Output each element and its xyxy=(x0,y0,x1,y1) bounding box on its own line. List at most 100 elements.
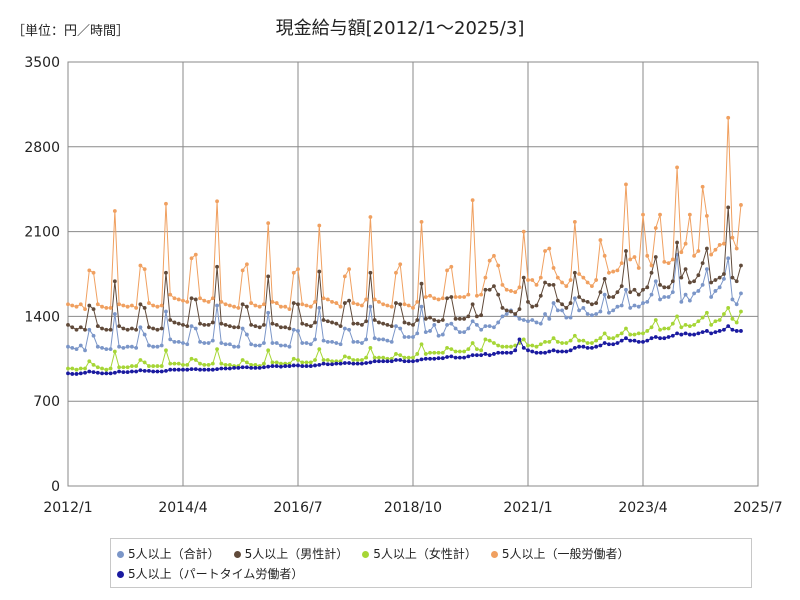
data-point xyxy=(624,336,628,341)
data-point xyxy=(662,326,667,331)
data-point xyxy=(249,362,254,367)
data-point xyxy=(653,279,658,284)
data-point xyxy=(172,339,177,344)
data-point xyxy=(112,279,117,284)
data-point xyxy=(521,346,526,350)
data-point xyxy=(632,303,637,308)
data-point xyxy=(436,350,441,355)
data-point xyxy=(125,327,130,332)
data-point xyxy=(449,264,454,269)
data-point xyxy=(598,290,603,295)
data-point xyxy=(594,278,599,282)
data-point xyxy=(453,326,458,331)
data-point xyxy=(679,275,684,280)
data-point xyxy=(134,346,139,350)
data-point xyxy=(492,341,496,345)
data-point xyxy=(321,361,326,366)
data-point xyxy=(270,364,275,368)
data-point xyxy=(423,316,428,321)
data-point xyxy=(402,302,407,307)
data-point xyxy=(223,366,228,371)
data-point xyxy=(611,308,616,313)
data-point xyxy=(457,330,462,335)
data-point xyxy=(700,330,705,335)
data-point xyxy=(453,349,458,354)
data-point xyxy=(181,367,185,372)
data-point xyxy=(687,280,692,285)
data-point xyxy=(232,325,237,330)
data-point xyxy=(411,322,415,327)
data-point xyxy=(649,325,654,330)
data-point xyxy=(125,304,130,309)
data-point xyxy=(509,309,513,314)
data-point xyxy=(223,302,228,307)
data-point xyxy=(504,287,509,292)
data-point xyxy=(287,364,292,368)
data-point xyxy=(359,358,364,362)
data-point xyxy=(240,358,245,362)
data-point xyxy=(696,331,701,336)
data-point xyxy=(287,326,292,331)
data-point xyxy=(419,281,424,286)
data-point xyxy=(121,303,126,308)
data-point xyxy=(176,339,181,344)
data-point xyxy=(296,358,300,362)
data-point xyxy=(364,297,369,302)
data-point xyxy=(415,358,420,363)
data-point xyxy=(581,306,586,310)
data-point xyxy=(95,370,100,375)
data-point xyxy=(607,270,611,275)
data-point xyxy=(726,306,731,310)
data-point xyxy=(406,355,411,360)
data-point xyxy=(206,299,211,304)
data-point xyxy=(419,342,424,347)
data-point xyxy=(279,361,283,366)
data-point xyxy=(462,330,467,335)
data-point xyxy=(466,314,471,319)
data-point xyxy=(534,283,539,287)
legend-marker xyxy=(117,551,124,558)
data-point xyxy=(308,364,313,368)
data-point xyxy=(334,321,339,326)
data-point xyxy=(381,302,386,307)
data-point xyxy=(219,366,224,371)
data-point xyxy=(440,350,445,355)
data-point xyxy=(257,304,262,309)
data-point xyxy=(619,261,624,265)
data-point xyxy=(722,272,726,276)
data-point xyxy=(568,301,573,305)
data-point xyxy=(734,302,739,307)
data-point xyxy=(589,341,594,345)
data-point xyxy=(296,302,300,307)
data-point xyxy=(607,310,611,315)
data-point xyxy=(279,325,283,330)
series xyxy=(66,324,743,376)
legend-item: 5人以上（合計） xyxy=(117,545,220,562)
data-point xyxy=(112,209,117,213)
data-point xyxy=(189,356,194,361)
data-point xyxy=(607,336,611,341)
data-point xyxy=(398,353,403,358)
data-point xyxy=(411,335,415,339)
data-point xyxy=(504,344,509,349)
data-point xyxy=(274,322,279,327)
data-point xyxy=(389,359,394,364)
data-point xyxy=(683,267,688,272)
data-point xyxy=(602,253,607,258)
data-point xyxy=(457,355,462,360)
data-point xyxy=(436,319,441,324)
data-point xyxy=(474,314,479,319)
data-point xyxy=(112,312,117,316)
data-point xyxy=(138,325,143,330)
data-point xyxy=(704,246,709,251)
data-point xyxy=(172,320,177,325)
legend-item: 5人以上（一般労働者） xyxy=(490,545,630,562)
data-point xyxy=(164,270,168,275)
data-point xyxy=(91,307,96,312)
data-point xyxy=(526,348,530,353)
data-point xyxy=(641,331,645,336)
data-point xyxy=(530,278,535,282)
data-point xyxy=(492,284,496,289)
data-point xyxy=(462,349,467,354)
data-point xyxy=(551,348,556,353)
